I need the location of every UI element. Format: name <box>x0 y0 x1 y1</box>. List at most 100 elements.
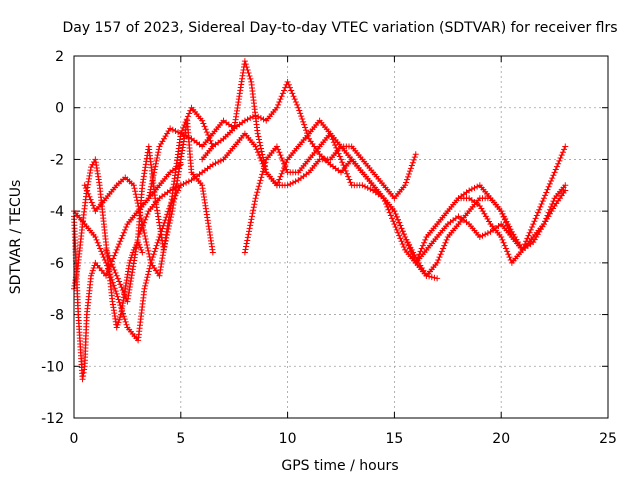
data-point <box>154 239 161 246</box>
data-point <box>107 273 114 280</box>
data-point <box>275 179 282 186</box>
data-point <box>89 202 96 209</box>
x-tick-label: 0 <box>70 431 79 447</box>
data-point <box>80 372 87 379</box>
data-point <box>546 180 553 187</box>
data-point <box>300 118 307 125</box>
data-point <box>258 148 265 155</box>
data-point <box>246 72 253 79</box>
data-point <box>398 238 405 245</box>
data-point <box>119 310 126 317</box>
data-point <box>217 157 224 164</box>
data-point <box>549 175 556 182</box>
data-point <box>186 110 193 117</box>
data-point <box>416 251 423 258</box>
data-point <box>413 256 420 263</box>
data-point <box>150 172 157 179</box>
data-point <box>143 238 150 245</box>
data-point <box>114 275 121 282</box>
data-point <box>143 277 150 284</box>
data-point <box>342 167 349 174</box>
data-point <box>415 254 422 261</box>
data-point <box>403 179 410 186</box>
data-point <box>484 230 491 237</box>
data-point <box>105 268 112 275</box>
data-point <box>526 229 533 236</box>
data-point <box>132 191 139 198</box>
data-point <box>111 252 118 259</box>
data-point <box>88 270 95 277</box>
data-point <box>247 219 254 226</box>
data-point <box>255 183 262 190</box>
data-point <box>148 180 155 187</box>
data-point <box>99 251 106 258</box>
data-point <box>163 232 170 239</box>
data-point <box>89 161 96 168</box>
data-point <box>248 216 255 223</box>
data-point <box>277 96 284 103</box>
data-point <box>393 226 400 233</box>
data-point <box>94 239 101 246</box>
data-point <box>247 115 254 122</box>
data-point <box>88 199 95 206</box>
data-point <box>536 206 543 213</box>
data-point <box>95 242 102 249</box>
data-point <box>119 287 126 294</box>
data-point <box>500 213 507 220</box>
data-point <box>260 116 267 123</box>
data-point <box>419 242 426 249</box>
data-point <box>502 245 509 252</box>
data-point <box>106 271 113 278</box>
data-point <box>114 244 121 251</box>
data-point <box>185 134 192 141</box>
data-point <box>144 274 151 281</box>
data-point <box>400 244 407 251</box>
data-point <box>207 137 214 144</box>
data-point <box>154 210 161 217</box>
data-point <box>143 213 150 220</box>
data-point <box>505 251 512 258</box>
data-point <box>384 203 391 210</box>
data-point <box>504 221 511 228</box>
data-point <box>259 151 266 158</box>
data-point <box>499 236 506 243</box>
x-tick-labels: 0 5 10 15 20 25 <box>70 431 617 447</box>
data-point <box>241 249 248 256</box>
data-point <box>242 61 249 68</box>
data-point <box>530 221 537 228</box>
data-point <box>256 139 263 146</box>
data-point <box>90 265 97 272</box>
data-point <box>397 222 404 229</box>
data-point <box>275 101 282 108</box>
data-point <box>154 152 161 159</box>
data-point <box>100 254 107 261</box>
data-point <box>162 240 169 247</box>
data-point <box>244 116 251 123</box>
x-tick-label: 20 <box>492 431 510 447</box>
data-point <box>276 98 283 105</box>
data-point <box>114 321 121 328</box>
data-point <box>116 299 123 306</box>
data-point <box>155 146 162 153</box>
data-point <box>122 318 129 325</box>
data-point <box>466 187 473 194</box>
data-point <box>241 58 248 65</box>
data-point <box>141 233 148 240</box>
data-point <box>557 154 564 161</box>
data-point <box>156 219 163 226</box>
data-point <box>117 314 124 321</box>
data-point <box>174 174 181 181</box>
data-point <box>209 161 216 168</box>
data-point <box>180 131 187 138</box>
data-point <box>132 188 139 195</box>
data-point <box>84 181 91 188</box>
data-point <box>137 228 144 235</box>
data-point <box>333 144 340 151</box>
data-point <box>559 149 566 156</box>
data-point <box>538 200 545 207</box>
data-point <box>104 265 111 272</box>
data-point <box>399 241 406 248</box>
series-arc-11 <box>455 182 569 253</box>
data-point <box>503 218 510 225</box>
data-point <box>136 231 143 238</box>
